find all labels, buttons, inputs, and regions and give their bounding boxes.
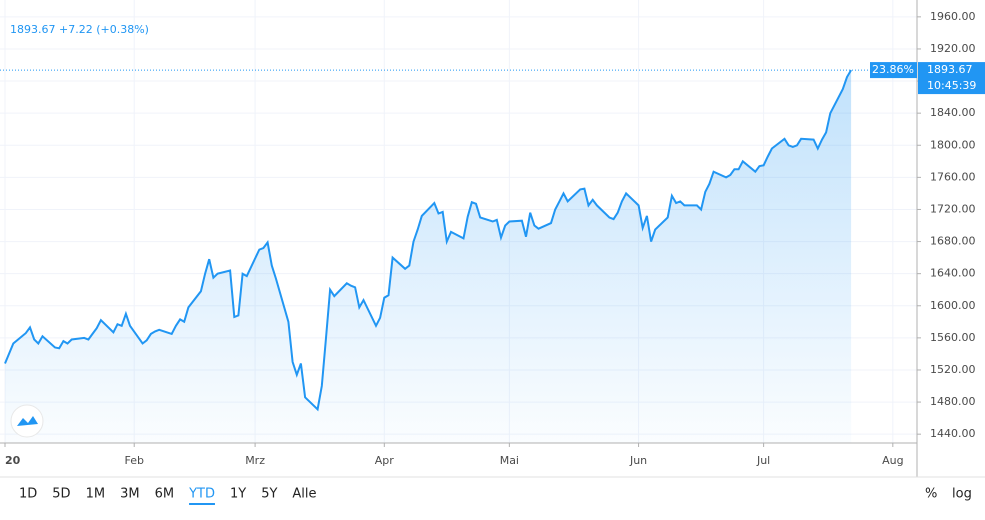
x-tick-label: Aug [882, 454, 903, 467]
y-tick-label: 1680.00 [930, 235, 976, 248]
scale-button[interactable]: % [925, 487, 937, 502]
x-tick-label: Mai [500, 454, 519, 467]
y-tick-label: 1480.00 [930, 395, 976, 408]
price-line [4, 69, 852, 412]
y-tick-label: 1920.00 [930, 42, 976, 55]
range-button[interactable]: Alle [292, 487, 316, 502]
time-tag-label: 10:45:39 [927, 79, 976, 92]
y-tick-label: 1600.00 [930, 299, 976, 312]
change-tag [870, 62, 917, 79]
y-tick-label: 1840.00 [930, 106, 976, 119]
y-tick-label: 1760.00 [930, 170, 976, 183]
header: 1893.67 +7.22 (+0.38%) [10, 23, 149, 36]
price-tag [918, 62, 985, 95]
y-tick-label: 1720.00 [930, 202, 976, 215]
y-tick-label: 1800.00 [930, 138, 976, 151]
range-button[interactable]: 5D [52, 487, 70, 502]
range-button[interactable]: 5Y [261, 487, 277, 502]
y-tick-label: 1520.00 [930, 363, 976, 376]
range-button[interactable]: 1M [86, 487, 106, 502]
x-tick-label: Apr [375, 454, 395, 467]
y-tick-label: 1560.00 [930, 331, 976, 344]
y-tick-label: 1960.00 [930, 10, 976, 23]
range-button[interactable]: 6M [155, 487, 175, 502]
y-tick-label: 1440.00 [930, 427, 976, 440]
range-button[interactable]: YTD [188, 487, 215, 502]
x-tick-label: Feb [124, 454, 143, 467]
x-tick-label: Mrz [245, 454, 265, 467]
scale-button[interactable]: log [952, 487, 972, 502]
x-tick-label: 20 [5, 454, 21, 467]
logo [10, 404, 44, 438]
x-tick-label: Jul [756, 454, 770, 467]
range-button[interactable]: 1D [19, 487, 37, 502]
y-tick-label: 1640.00 [930, 267, 976, 280]
range-button[interactable]: 1Y [230, 487, 246, 502]
x-tick-label: Jun [629, 454, 647, 467]
area [5, 70, 852, 443]
change-tag-label: 23.86% [872, 63, 914, 76]
price-tag-label: 1893.67 [927, 63, 973, 76]
range-button[interactable]: 3M [120, 487, 140, 502]
